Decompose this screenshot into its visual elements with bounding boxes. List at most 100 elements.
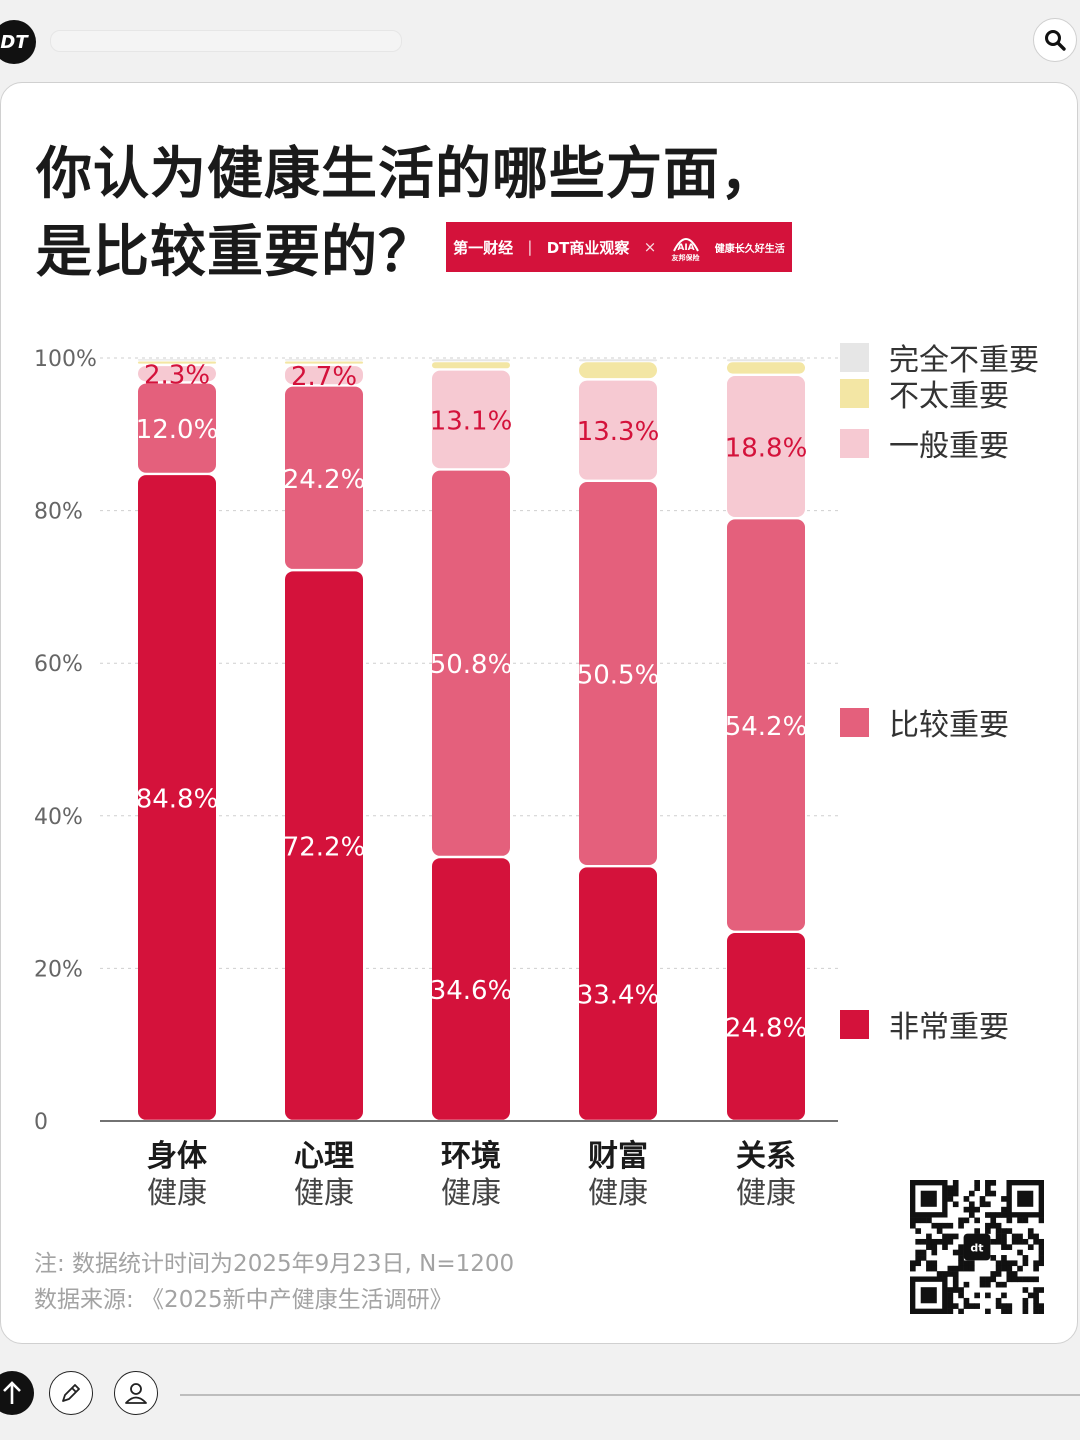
profile-button[interactable] [114,1371,158,1415]
footnote: 注: 数据统计时间为2025年9月23日, N=1200 [34,1251,515,1277]
edit-button[interactable] [49,1371,93,1415]
category-label-line1: 财富 [588,1139,648,1174]
bar-segment [285,571,363,1120]
bar-segment [432,858,510,1120]
category-label-line1: 环境 [441,1139,501,1174]
search-button[interactable] [1033,18,1077,62]
bar-segment [579,362,657,379]
y-tick-label: 80% [34,500,83,525]
data-label: 2.7% [291,362,357,392]
dt-logo[interactable]: DT [0,20,36,64]
bar-segment [579,380,657,480]
data-label: 18.8% [725,434,808,464]
user-icon [125,1383,147,1404]
bar-segment [432,362,510,369]
brand-partner-3-slogan: 健康长久好生活 [714,243,785,255]
category-label-line2: 健康 [736,1176,796,1211]
bar-segment [579,867,657,1120]
bar-segment [285,386,363,569]
data-label: 13.1% [430,406,513,436]
bar-segment [432,359,510,362]
bar-segment [727,519,805,931]
legend-label: 一般重要 [889,429,1009,464]
y-tick-label: 60% [34,652,83,677]
brand-times: × [643,238,657,256]
bar-segment [138,366,216,382]
data-label: 72.2% [283,833,366,863]
category-label-line1: 心理 [294,1139,354,1174]
data-label: 50.8% [430,650,513,680]
y-tick-label: 20% [34,957,83,982]
top-bar: DT [0,0,1080,82]
bar-segment [727,362,805,374]
data-label: 2.3% [144,361,210,391]
edit-icon [62,1384,80,1402]
legend-label: 不太重要 [889,379,1009,414]
data-label: 12.0% [136,415,219,445]
stacked-bar-chart: 0 20% 40% 60% 80% 100% 84.8% 12.0% 2.3% 72.2% 24.… [34,343,1039,1211]
brand-partner-2: DT商业观察 [546,238,630,257]
category-label-line2: 健康 [588,1176,648,1211]
bar-segment [432,470,510,856]
data-label: 34.6% [430,976,513,1006]
legend-swatch [840,1010,869,1039]
bar-segment [138,475,216,1120]
brand-strip: 第一财经 | DT商业观察 × AIA 友邦保险 健康长久好生活 [446,222,792,272]
title-line-1: 你认为健康生活的哪些方面， [36,142,777,207]
category-label-line2: 健康 [147,1176,207,1211]
bar-segment [285,361,363,364]
title-line-2: 是比较重要的？ [36,220,435,285]
toolbar-divider [180,1394,1080,1396]
legend-label: 非常重要 [889,1010,1009,1045]
bar-segment [285,359,363,361]
chart-title: 你认为健康生活的哪些方面， 是比较重要的？ [36,136,777,292]
brand-divider: | [527,238,533,256]
data-label: 13.3% [577,417,660,447]
data-label: 54.2% [725,712,808,742]
data-label: 24.2% [283,465,366,495]
legend-label: 完全不重要 [889,343,1039,378]
data-label: 24.8% [725,1013,808,1043]
address-bar[interactable] [50,30,402,52]
bar-segment [138,359,216,361]
data-label: 33.4% [577,981,660,1011]
data-label: 50.5% [577,661,660,691]
legend-swatch [840,708,869,737]
legend-swatch [840,429,869,458]
y-tick-label: 100% [34,347,97,372]
bar-segment [285,366,363,385]
data-source: 数据来源: 《2025新中产健康生活调研》 [34,1287,453,1313]
legend-swatch [840,379,869,408]
aia-logo: AIA 友邦保险 [671,231,701,263]
category-label-line1: 关系 [736,1139,796,1174]
category-label-line1: 身体 [147,1139,208,1174]
grid-layer: 0 20% 40% 60% 80% 100% [34,347,838,1135]
search-icon [1045,30,1066,51]
category-label-line2: 健康 [294,1176,354,1211]
svg-text:AIA: AIA [677,243,694,253]
upload-button[interactable] [0,1371,34,1415]
brand-partner-3-name: 友邦保险 [671,254,700,262]
data-label: 84.8% [136,784,219,814]
bar-segment [138,361,216,364]
brand-partner-1: 第一财经 [453,238,514,257]
bar-segment [138,383,216,473]
bar-segment [727,375,805,518]
y-tick-label: 40% [34,805,83,830]
upload-icon [3,1381,21,1404]
qr-code[interactable]: dt [910,1180,1044,1314]
legend-swatch [840,343,869,372]
legend-label: 比较重要 [889,708,1009,743]
bar-segment [727,932,805,1120]
y-tick-label: 0 [34,1110,48,1135]
aia-logo-icon: AIA [672,238,699,253]
category-label-line2: 健康 [441,1176,501,1211]
bar-segment [727,359,805,362]
bar-segment [579,482,657,865]
bars-layer [138,359,805,1120]
bottom-toolbar [0,1360,1080,1440]
labels-layer: 84.8% 12.0% 2.3% 72.2% 24.2% 2.7% 34.6% 50.8% 13… [136,361,808,1044]
bar-segment [579,359,657,362]
